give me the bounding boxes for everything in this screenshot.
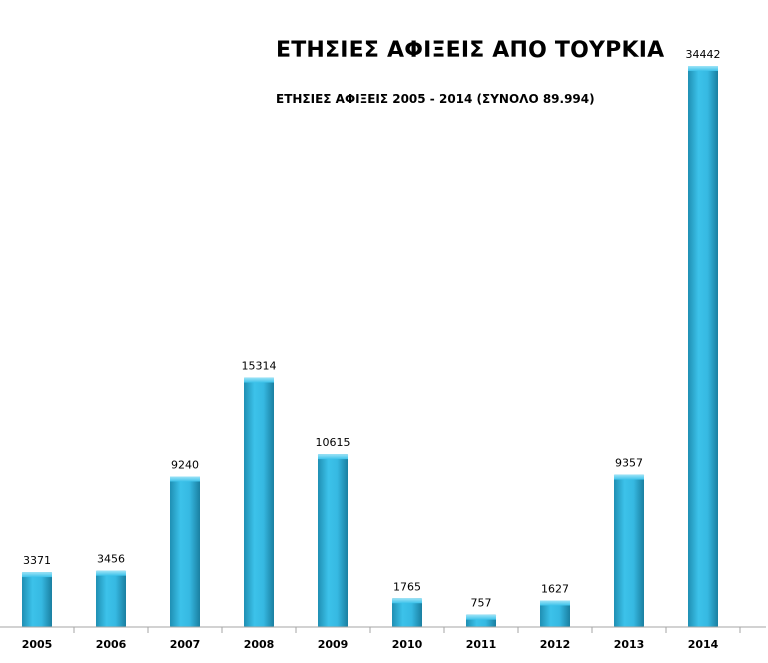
- bar-body: [614, 474, 644, 627]
- x-tick-label: 2013: [614, 638, 645, 651]
- chart-title: ΕΤΗΣΙΕΣ ΑΦΙΞΕΙΣ ΑΠΟ ΤΟΥΡΚΙΑ: [276, 38, 665, 63]
- x-tick-label: 2014: [688, 638, 719, 651]
- data-label: 757: [471, 597, 492, 610]
- x-tick-label: 2010: [392, 638, 423, 651]
- bar-body: [688, 66, 718, 627]
- x-tick-label: 2011: [466, 638, 497, 651]
- chart-subtitle: ΕΤΗΣΙΕΣ ΑΦΙΞΕΙΣ 2005 - 2014 (ΣΥΝΟΛΟ 89.9…: [276, 92, 595, 106]
- x-tick-label: 2012: [540, 638, 571, 651]
- bar: [392, 598, 422, 627]
- bar: [96, 570, 126, 627]
- data-label: 9240: [171, 458, 199, 471]
- x-tick-label: 2005: [22, 638, 53, 651]
- x-tick-label: 2006: [96, 638, 127, 651]
- bar-body: [96, 570, 126, 627]
- bar-cap: [318, 454, 348, 460]
- data-label: 3371: [23, 554, 51, 567]
- bar: [170, 476, 200, 627]
- bar-cap: [244, 377, 274, 383]
- data-label: 1627: [541, 582, 569, 595]
- x-tick-label: 2007: [170, 638, 201, 651]
- bar-body: [22, 572, 52, 627]
- bar-cap: [688, 66, 718, 71]
- bar: [22, 572, 52, 627]
- bar-cap: [96, 570, 126, 576]
- bar-cap: [392, 598, 422, 604]
- data-label: 10615: [316, 436, 351, 449]
- bar-cap: [170, 476, 200, 482]
- bar: [466, 614, 496, 627]
- data-label: 34442: [686, 48, 721, 61]
- x-tick-label: 2009: [318, 638, 349, 651]
- bar-cap: [22, 572, 52, 578]
- bar-cap: [466, 614, 496, 620]
- bar-body: [392, 598, 422, 627]
- bar-body: [244, 377, 274, 627]
- bar-body: [540, 600, 570, 627]
- x-tick-label: 2008: [244, 638, 275, 651]
- bar: [318, 454, 348, 627]
- data-label: 9357: [615, 457, 643, 470]
- bar-body: [170, 476, 200, 627]
- bar: [540, 600, 570, 627]
- data-label: 1765: [393, 580, 421, 593]
- bar: [614, 474, 644, 627]
- bar-cap: [540, 600, 570, 606]
- bar-cap: [614, 474, 644, 480]
- bar-body: [318, 454, 348, 627]
- data-label: 15314: [242, 360, 277, 373]
- bar: [244, 377, 274, 627]
- data-label: 3456: [97, 553, 125, 566]
- bar: [688, 66, 718, 627]
